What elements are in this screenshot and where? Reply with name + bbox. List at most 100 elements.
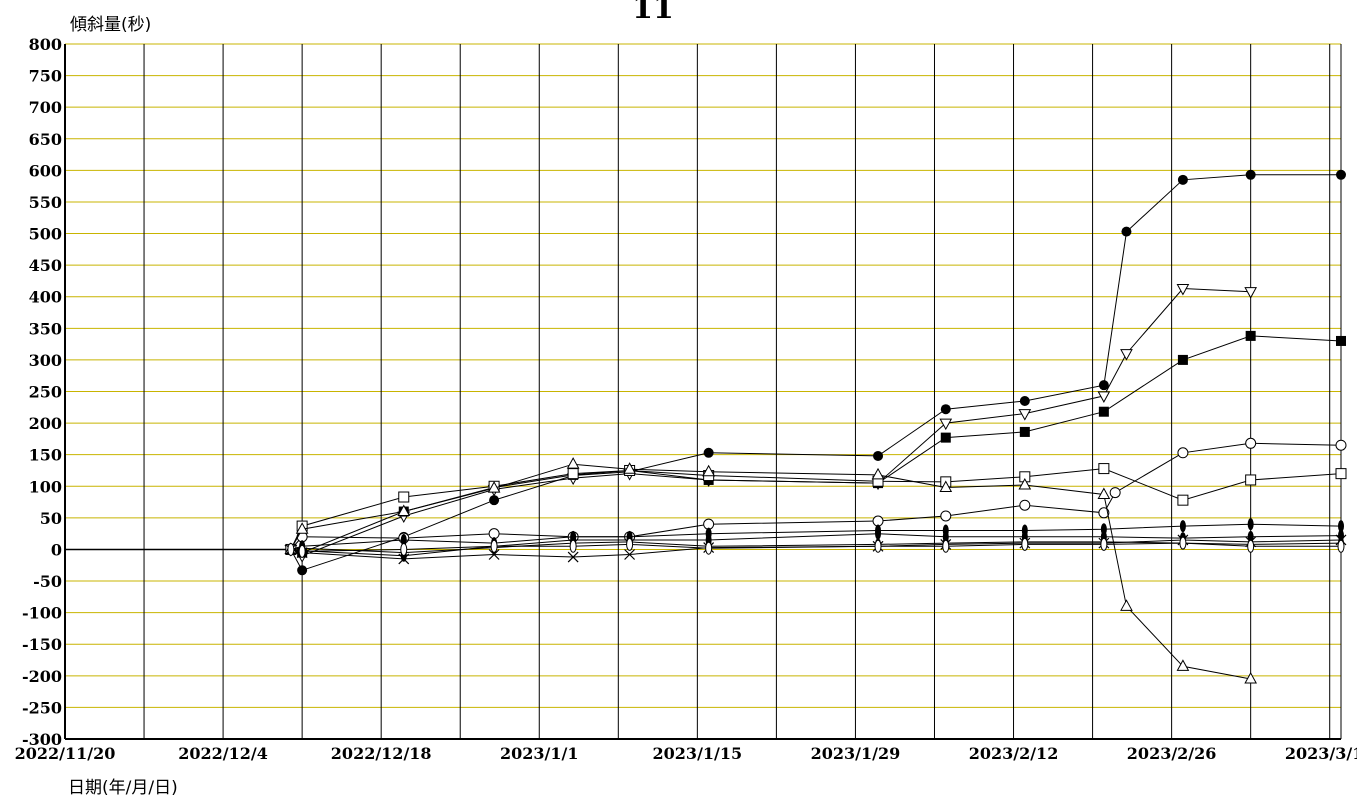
y-tick-label: 800 (29, 35, 62, 54)
y-tick-label: 350 (29, 319, 62, 338)
data-point (1336, 335, 1346, 346)
data-point (705, 541, 713, 555)
data-point (1177, 354, 1188, 365)
x-axis-label: 日期(年/月/日) (68, 778, 178, 798)
data-point (942, 539, 950, 553)
data-point (1335, 468, 1347, 480)
data-point (1179, 520, 1186, 533)
data-point (400, 533, 407, 546)
chart-title: 11 (632, 0, 674, 26)
y-tick-label: -150 (22, 635, 62, 654)
data-point (624, 549, 636, 560)
data-point (298, 544, 306, 558)
data-point (1335, 439, 1347, 451)
data-point (623, 462, 636, 474)
data-point (398, 491, 410, 503)
y-tick-label: -300 (22, 730, 62, 749)
data-point (1177, 174, 1188, 185)
data-point (287, 542, 295, 556)
data-point (1177, 447, 1189, 459)
y-tick-label: 150 (29, 446, 62, 465)
series (285, 463, 1347, 555)
data-point (1021, 537, 1029, 551)
series-line (290, 335, 1342, 554)
data-point (400, 542, 408, 556)
x-tick-label: 2023/1/29 (811, 744, 901, 763)
series-line (290, 174, 1341, 571)
data-point (1245, 437, 1257, 449)
y-axis-label: 傾斜量(秒) (70, 15, 151, 35)
x-tick-label: 2023/3/12 (1285, 744, 1357, 763)
data-point (940, 432, 951, 443)
series-line (290, 468, 1342, 550)
data-point (1179, 536, 1187, 550)
y-tick-label: 250 (29, 383, 62, 402)
y-tick-label: 400 (29, 288, 62, 307)
data-point (295, 522, 309, 534)
data-point (940, 510, 952, 522)
data-point (569, 539, 577, 553)
data-point (1338, 520, 1344, 533)
data-point (1100, 537, 1108, 551)
data-point (566, 457, 580, 469)
y-tick-label: 550 (29, 193, 62, 212)
axes (64, 44, 1342, 740)
series-line (290, 463, 1251, 680)
data-point (1109, 487, 1121, 499)
y-tick-label: 650 (29, 130, 62, 149)
x-tick-label: 2022/12/18 (331, 744, 432, 763)
data-point (397, 504, 411, 517)
series-line (290, 533, 1342, 557)
data-point (487, 481, 501, 493)
data-point (1019, 395, 1030, 406)
data-point (939, 480, 953, 493)
data-point (567, 468, 579, 480)
y-tick-label: -200 (22, 667, 62, 686)
data-point (490, 539, 498, 553)
data-point (1176, 659, 1190, 671)
data-point (1098, 463, 1110, 475)
data-point (1336, 169, 1346, 180)
data-point (1337, 539, 1345, 553)
data-point (1019, 499, 1031, 511)
data-point (626, 537, 634, 551)
y-tick-label: 50 (40, 509, 62, 528)
y-tick-label: -100 (22, 604, 62, 623)
x-tick-label: 2022/11/20 (15, 744, 116, 763)
x-tick-label: 2023/1/15 (653, 744, 743, 763)
data-point (1245, 330, 1256, 341)
y-tick-label: 100 (29, 477, 62, 496)
data-point (873, 450, 884, 461)
series (285, 330, 1346, 558)
data-point (1244, 671, 1258, 684)
data-point (1097, 391, 1111, 403)
data-point (940, 404, 951, 415)
grid-lines (64, 43, 1341, 740)
data-point (1247, 539, 1255, 553)
data-point (939, 418, 953, 431)
series (285, 169, 1346, 576)
data-point (871, 467, 885, 480)
data-point (567, 551, 579, 563)
data-point (489, 495, 500, 506)
x-tick-label: 2023/2/26 (1127, 744, 1217, 763)
data-point (874, 539, 882, 553)
y-tick-label: 700 (29, 98, 62, 117)
y-tick-label: 500 (29, 225, 62, 244)
y-tick-label: 600 (29, 161, 62, 180)
data-point (875, 527, 882, 540)
data-point (1098, 507, 1110, 519)
data-point (1018, 409, 1032, 421)
data-point (1019, 426, 1030, 437)
data-point (1121, 226, 1132, 237)
data-point (1018, 477, 1032, 490)
data-point (1098, 380, 1109, 391)
data-point (1247, 518, 1254, 531)
y-tick-label: -50 (33, 572, 62, 591)
y-tick-label: 750 (29, 67, 62, 86)
data-point (1245, 474, 1257, 486)
data-point (1098, 406, 1109, 417)
series-line (290, 542, 1341, 552)
tick-labels: 8007507006506005505004504003503002502001… (15, 35, 1357, 763)
data-point (297, 565, 308, 576)
